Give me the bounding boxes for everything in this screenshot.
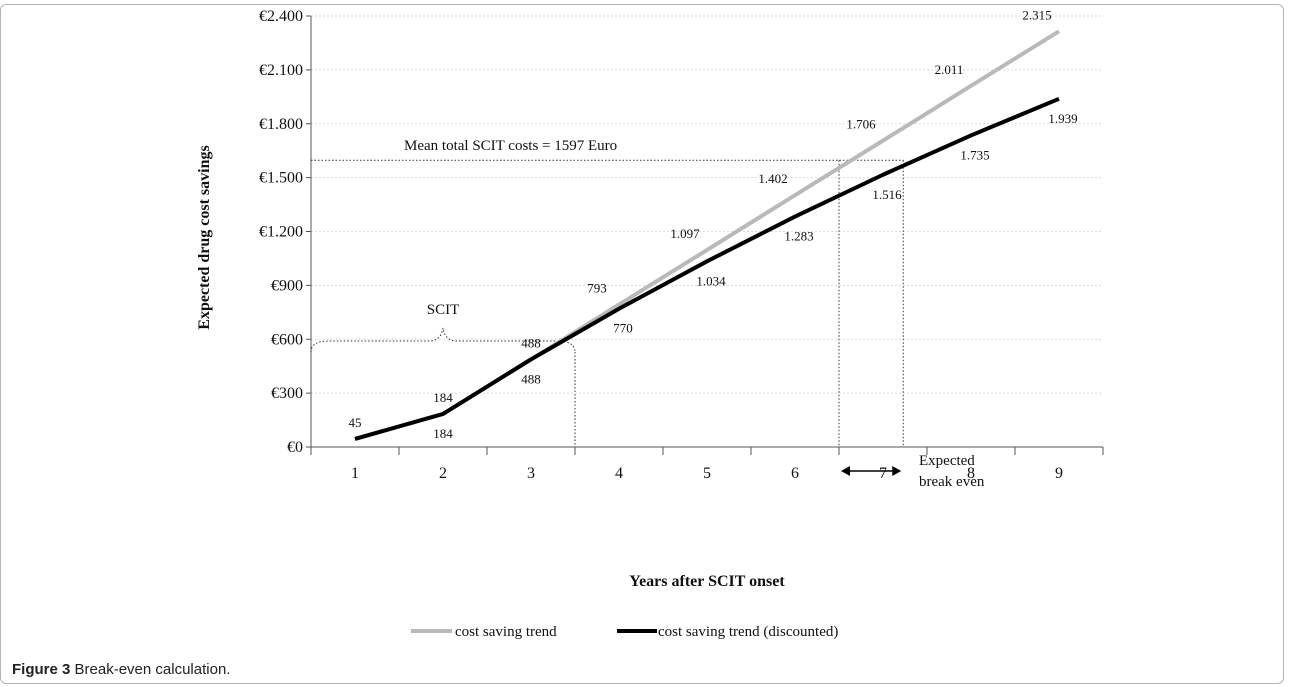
figure-caption: Figure 3 Break-even calculation. xyxy=(12,661,230,678)
x-tick-labels: 1 2 3 4 5 6 7 8 9 xyxy=(310,447,1104,482)
figure-caption-text: Break-even calculation. xyxy=(74,661,231,678)
x-tick-label: 5 xyxy=(703,465,711,482)
data-label-trend: 1.402 xyxy=(758,171,787,186)
series-line-discounted xyxy=(354,96,1060,441)
data-label-trend: 2.011 xyxy=(935,62,964,77)
break-even-arrowhead-left xyxy=(841,466,850,476)
y-tick-labels: €0 €300 €600 €900 €1.200 €1.500 €1.800 €2.100 €2… xyxy=(259,8,311,456)
figure-frame xyxy=(0,4,1284,684)
data-label-trend: 1.097 xyxy=(670,226,700,241)
y-tick-label: €1.200 xyxy=(259,224,303,241)
legend: cost saving trend cost saving trend (dis… xyxy=(411,624,838,640)
annotations: Mean total SCIT costs = 1597 Euro SCIT E… xyxy=(310,138,985,490)
break-even-label-line1: Expected xyxy=(919,453,975,469)
x-tick-label: 7 xyxy=(879,465,887,482)
y-tick-label: €1.800 xyxy=(259,116,303,133)
data-label-trend: 488 xyxy=(521,335,541,350)
data-label-trend: 45 xyxy=(349,415,362,430)
break-even-arrowhead-right xyxy=(892,466,902,476)
data-label-discounted: 1.516 xyxy=(872,187,902,202)
scit-label: SCIT xyxy=(427,302,460,318)
series-line-trend xyxy=(354,29,1061,441)
x-axis-label: Years after SCIT onset xyxy=(629,573,785,590)
x-tick-label: 2 xyxy=(439,465,447,482)
x-tick-label: 9 xyxy=(1055,465,1063,482)
data-label-trend: 1.706 xyxy=(846,117,876,132)
data-label-discounted: 1.283 xyxy=(784,229,813,244)
x-tick-label: 6 xyxy=(791,465,799,482)
y-tick-label: €900 xyxy=(271,277,303,294)
x-tick-label: 3 xyxy=(527,465,535,482)
figure-caption-label: Figure 3 xyxy=(12,661,71,678)
x-tick-label: 1 xyxy=(351,465,359,482)
data-label-discounted: 770 xyxy=(613,321,633,336)
data-label-trend: 2.315 xyxy=(1022,7,1051,22)
data-label-trend: 184 xyxy=(433,390,453,405)
x-tick-label: 4 xyxy=(615,465,623,482)
y-tick-label: €2.400 xyxy=(259,8,303,25)
legend-label-trend: cost saving trend xyxy=(455,624,557,640)
x-tick-label: 8 xyxy=(967,465,975,482)
y-axis-label: Expected drug cost savings xyxy=(196,145,213,329)
grid-lines xyxy=(311,15,1103,394)
data-label-discounted: 1.034 xyxy=(696,273,726,288)
data-label-discounted: 184 xyxy=(433,426,453,441)
y-tick-label: €0 xyxy=(287,439,303,456)
y-tick-label: €1.500 xyxy=(259,170,303,187)
data-label-discounted: 1.939 xyxy=(1048,111,1077,126)
data-label-trend: 793 xyxy=(587,281,607,296)
y-tick-label: €300 xyxy=(271,385,303,402)
break-even-label-line2: break even xyxy=(919,474,985,490)
data-label-discounted: 488 xyxy=(521,371,541,386)
data-series xyxy=(354,29,1061,441)
mean-cost-label: Mean total SCIT costs = 1597 Euro xyxy=(404,138,617,154)
legend-label-discounted: cost saving trend (discounted) xyxy=(658,624,838,640)
y-tick-label: €600 xyxy=(271,331,303,348)
y-tick-label: €2.100 xyxy=(259,62,303,79)
data-label-discounted: 1.735 xyxy=(960,147,989,162)
data-labels: 45 184 488 793 1.097 1.402 1.706 2.011 2.315 184 4… xyxy=(349,7,1078,441)
